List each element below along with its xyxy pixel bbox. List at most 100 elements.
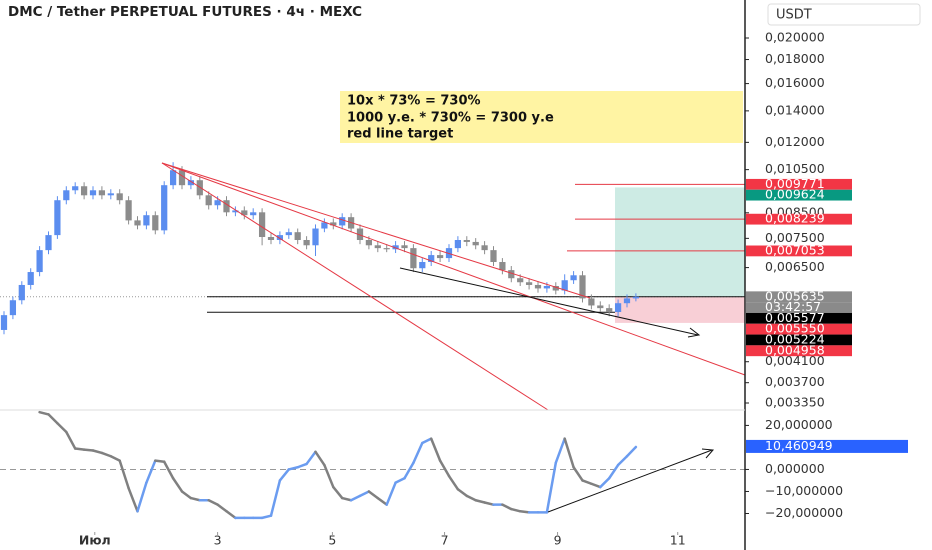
candle-body (436, 255, 444, 259)
y-tick-label: −10,000000 (765, 483, 843, 498)
candle-body (205, 195, 212, 206)
candle-body (339, 217, 346, 226)
oscillator-segment (367, 490, 380, 500)
profit-zone (615, 187, 745, 297)
oscillator-segment (47, 413, 59, 425)
oscillator-segment (438, 459, 451, 478)
note-line: 1000 у.е. * 730% = 7300 у.е (347, 111, 554, 126)
arrow-line (399, 267, 699, 336)
oscillator-segment (278, 468, 291, 482)
oscillator-segment (207, 499, 219, 506)
oscillator-segment (145, 459, 157, 484)
candle-body (54, 200, 61, 236)
x-tick-label: 3 (214, 533, 222, 548)
candle-body (356, 228, 364, 241)
candle-body (490, 250, 497, 263)
price-tag (746, 245, 852, 257)
oscillator-segment (189, 496, 202, 502)
price-tag-label: 0,007053 (765, 242, 825, 257)
oscillator-segment (269, 479, 282, 517)
y-tick-label: 0,016000 (765, 75, 825, 90)
x-tick-label: Июл (79, 533, 111, 548)
candle-body (161, 185, 168, 231)
candle-body (392, 245, 399, 250)
price-tag-label: 0,009771 (765, 176, 825, 191)
candle-body (330, 222, 337, 226)
candle-body (143, 215, 150, 226)
oscillator-segment (180, 490, 193, 500)
drawings (161, 162, 746, 513)
countdown-tag (746, 302, 852, 313)
candle-body (80, 186, 88, 196)
candle-body (0, 315, 8, 330)
y-tick-label: 0,014000 (765, 102, 825, 117)
oscillator-segment (616, 454, 629, 467)
oscillator-segment (340, 496, 353, 502)
candle-body (232, 210, 239, 213)
candle-body (276, 235, 284, 241)
axes: 0,020000 0,018000 0,016000 0,014000 0,012000… (79, 30, 908, 548)
y-tick-label: 0,007500 (765, 230, 825, 245)
oscillator-segment (73, 447, 86, 451)
candle-body (36, 250, 43, 273)
candle-body (223, 200, 230, 213)
oscillator-segment (332, 485, 344, 500)
price-tag (746, 323, 852, 335)
candle-body (588, 298, 595, 306)
oscillator-segment (607, 463, 620, 480)
oscillator-segment (376, 496, 388, 506)
candle-body (552, 285, 559, 291)
y-tick-label: 0,003350 (765, 394, 825, 409)
candle-body (508, 270, 515, 279)
candle-body (250, 212, 257, 216)
y-tick-label: 0,004100 (765, 353, 825, 368)
oscillator-segment (162, 460, 175, 480)
oscillator-segment (100, 451, 113, 458)
oscillator-segment (563, 437, 575, 469)
currency-box[interactable] (767, 3, 921, 26)
price-tag (746, 213, 852, 225)
candle-body (472, 241, 479, 246)
oscillator-segment (154, 459, 166, 463)
candle-body (294, 232, 301, 241)
y-tick-label: 0,003700 (765, 374, 825, 389)
candle-body (89, 190, 97, 196)
candle-body (606, 308, 613, 312)
candle-body (534, 284, 542, 289)
oscillator-segment (412, 441, 424, 465)
candle-body (285, 232, 292, 236)
candle-body (401, 245, 408, 249)
candle-body (178, 170, 186, 186)
oscillator-segment (447, 474, 460, 491)
candle-body (169, 170, 177, 186)
candle-body (152, 215, 159, 231)
trend-line (161, 162, 549, 411)
oscillator-segment (483, 501, 495, 506)
oscillator-segment (260, 514, 273, 520)
oscillator-segment (91, 449, 104, 455)
candle-body (365, 240, 373, 246)
drawings-under (0, 183, 745, 470)
candle-body (9, 300, 17, 316)
oscillator-segment (465, 494, 477, 502)
oscillator-segment (171, 477, 184, 493)
x-tick-label: 7 (441, 533, 449, 548)
candle-body (303, 240, 310, 246)
candle-body (267, 237, 275, 241)
price-tag-label: 0,005550 (765, 321, 825, 336)
oscillator-segment (599, 477, 611, 489)
candle-body (18, 284, 25, 301)
candle-body (187, 180, 195, 186)
candle-body (214, 200, 221, 206)
candle-body (419, 262, 426, 269)
candle-body (428, 255, 435, 263)
oscillator-segment (456, 488, 469, 498)
candle-body (258, 212, 266, 238)
x-tick-label: 5 (328, 533, 336, 548)
price-tag (746, 312, 852, 324)
oscillator-segment (305, 450, 317, 466)
oscillator-segment (429, 437, 442, 462)
oscillator-segment (127, 486, 139, 513)
candle-body (597, 305, 604, 309)
